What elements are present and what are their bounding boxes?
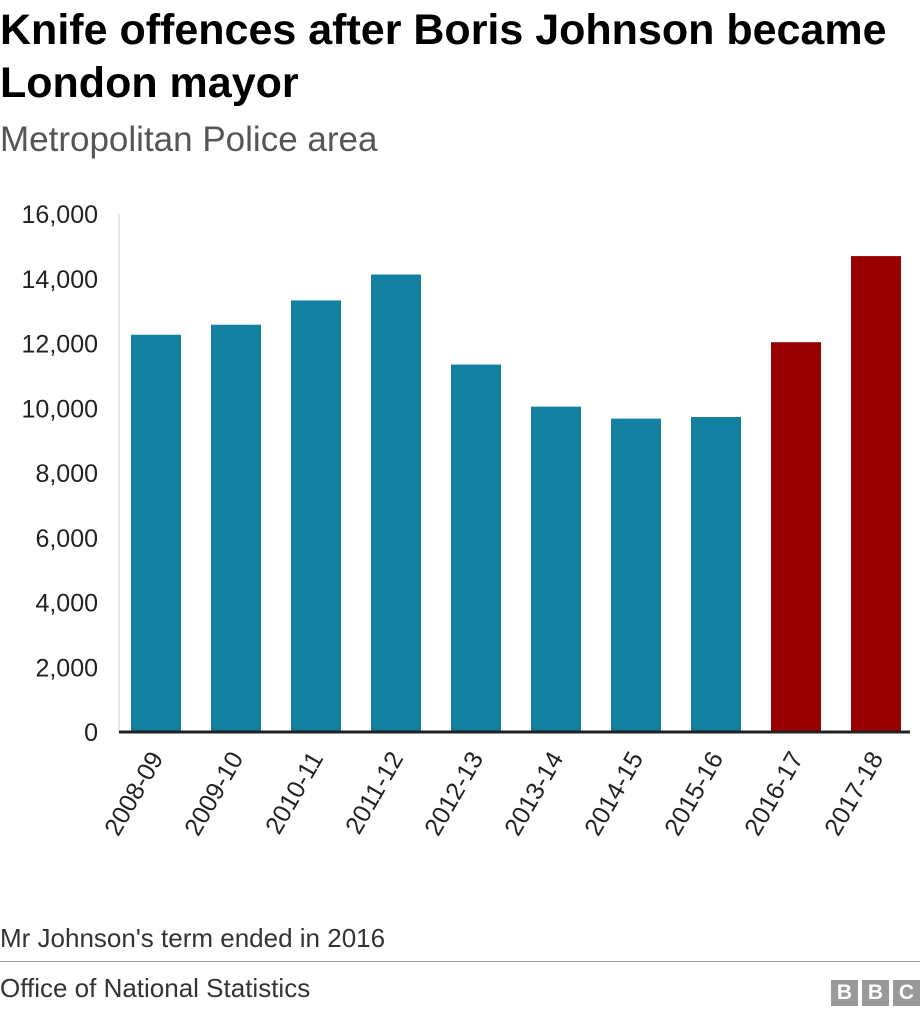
y-tick-label: 8,000: [35, 460, 98, 488]
bbc-logo-letter: C: [893, 980, 920, 1006]
bar-2015-16: [691, 416, 741, 732]
bar-chart: 0 2,000 4,000 6,000 8,000 10,000 12,000 14,000 1…: [22, 201, 910, 841]
bar-series: [131, 256, 901, 732]
x-tick-label: 2013-14: [499, 747, 569, 841]
footnote: Mr Johnson's term ended in 2016: [0, 923, 386, 953]
y-tick-label: 4,000: [35, 590, 98, 618]
chart-subtitle: Metropolitan Police area: [0, 120, 378, 159]
bbc-logo-letter: B: [831, 980, 858, 1006]
y-tick-label: 6,000: [35, 525, 98, 553]
footer-divider: [0, 961, 920, 962]
bar-2012-13: [451, 364, 501, 732]
bar-2016-17: [771, 342, 821, 732]
y-tick-label: 10,000: [22, 395, 98, 423]
chart-title: Knife offences after Boris Johnson becam…: [0, 6, 887, 107]
x-tick-label: 2012-13: [419, 747, 489, 840]
x-tick-label: 2015-16: [659, 747, 729, 840]
x-tick-label: 2011-12: [340, 747, 409, 839]
bar-2014-15: [611, 418, 661, 732]
y-axis: 0 2,000 4,000 6,000 8,000 10,000 12,000 14,000 1…: [22, 201, 120, 747]
source-label: Office of National Statistics: [0, 973, 311, 1003]
bbc-logo-letter: B: [862, 980, 889, 1006]
x-tick-label: 2016-17: [739, 747, 809, 840]
y-tick-label: 12,000: [22, 331, 98, 359]
bar-2013-14: [531, 406, 581, 732]
x-tick-label: 2010-11: [260, 747, 329, 839]
y-tick-label: 2,000: [35, 654, 98, 682]
x-tick-label: 2017-18: [819, 747, 889, 840]
bar-2009-10: [211, 324, 261, 732]
bar-2017-18: [851, 256, 901, 732]
x-tick-label: 2014-15: [579, 747, 649, 840]
x-tick-label: 2009-10: [179, 747, 249, 840]
bar-2010-11: [291, 300, 341, 732]
bbc-logo: B B C: [831, 980, 920, 1006]
y-tick-label: 16,000: [22, 201, 98, 229]
y-tick-label: 14,000: [22, 266, 98, 294]
x-axis: 2008-09 2009-10 2010-11 2011-12 2012-13 2013-…: [99, 730, 910, 841]
x-tick-label: 2008-09: [99, 747, 169, 840]
y-tick-label: 0: [84, 719, 98, 747]
bar-2011-12: [371, 274, 421, 732]
bar-2008-09: [131, 334, 181, 732]
